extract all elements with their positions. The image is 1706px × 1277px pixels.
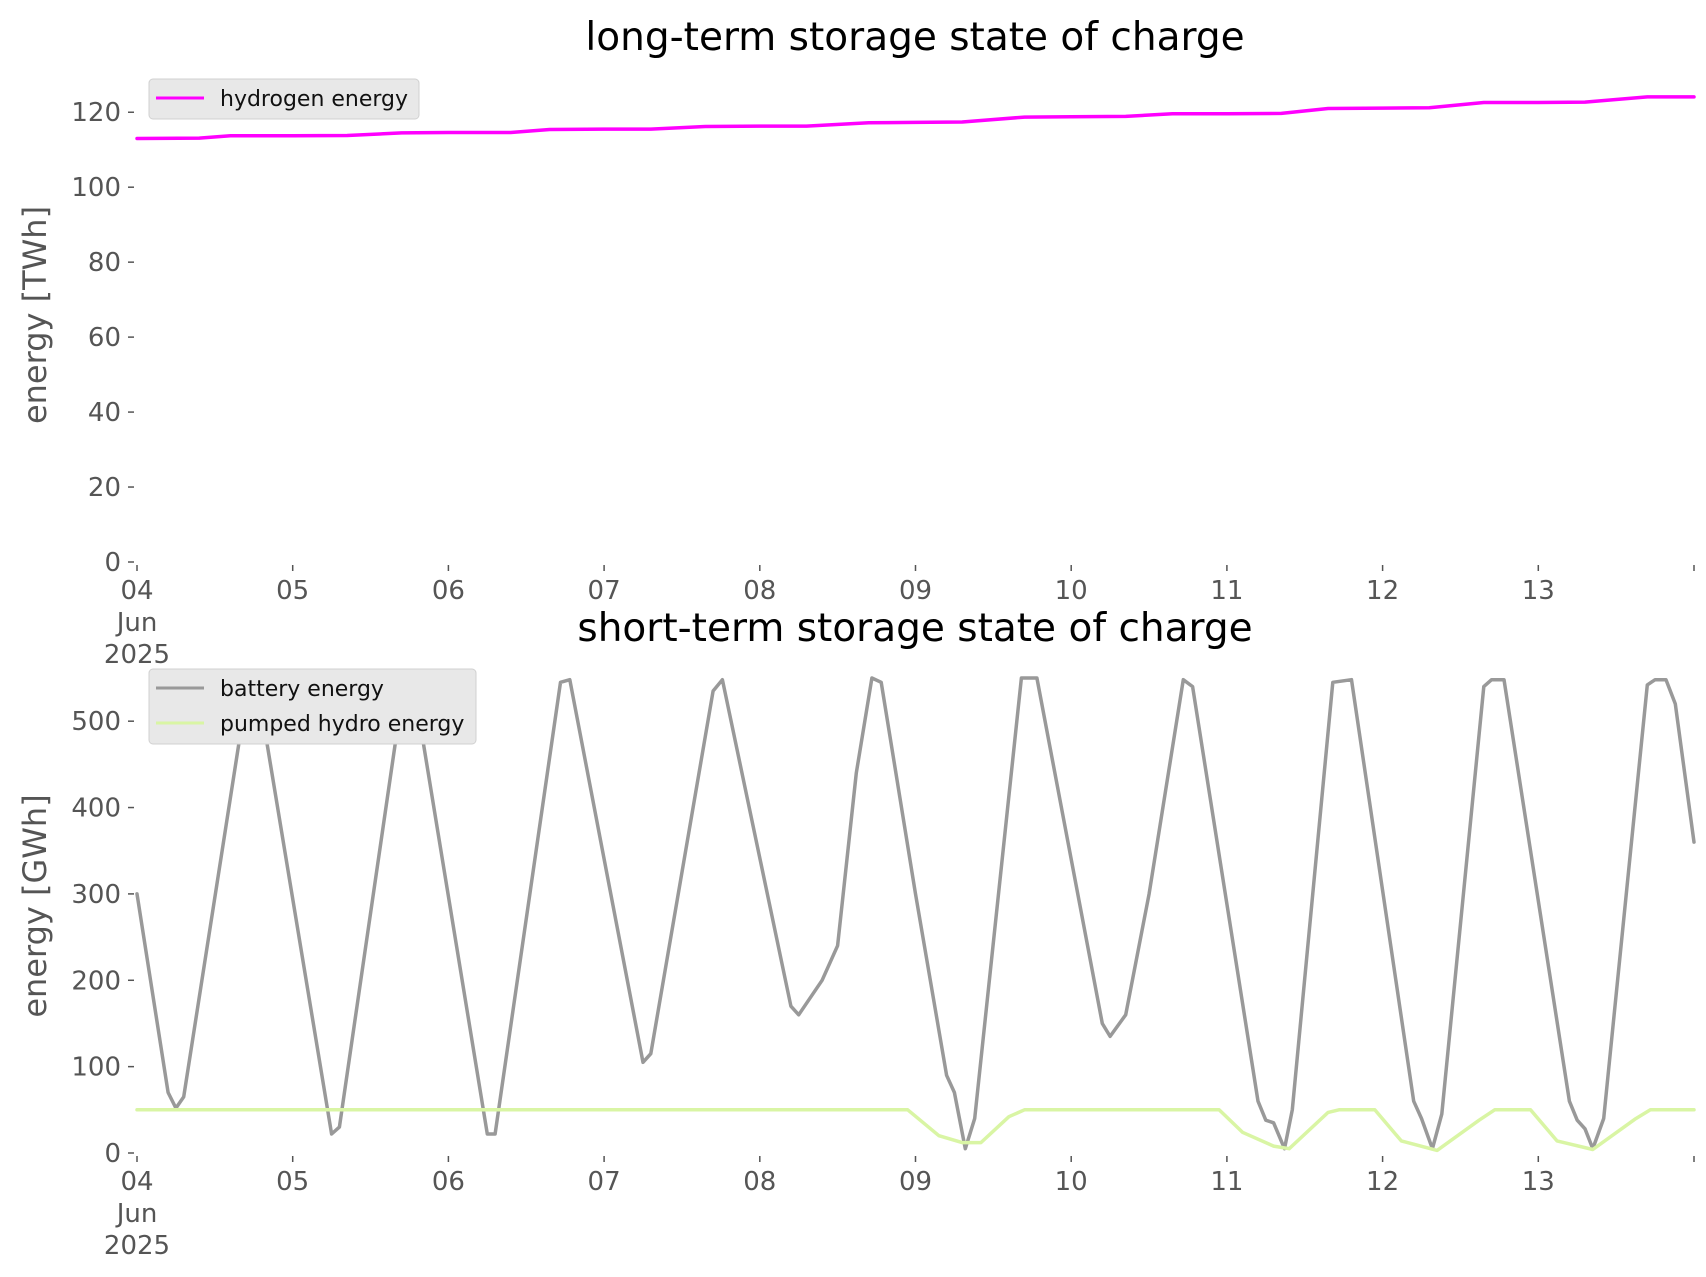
x-tick-label: 10 <box>1055 1167 1088 1197</box>
series-lines <box>135 676 1696 1153</box>
x-tick-label: 05 <box>276 1167 309 1197</box>
legend: battery energy pumped hydro energy <box>148 668 477 745</box>
x-tick-label: 06 <box>432 1167 465 1197</box>
x-tick-label: 13 <box>1522 576 1555 606</box>
y-tick-label: 400 <box>71 794 121 824</box>
series-line-hydrogen-energy <box>135 95 1696 141</box>
x-tick-label: 12 <box>1366 576 1399 606</box>
x-tick-label: 07 <box>588 576 621 606</box>
x-tick-label: 06 <box>432 576 465 606</box>
x-tick-label: 12 <box>1366 1167 1399 1197</box>
x-tick-label: 08 <box>743 1167 776 1197</box>
y-axis-label: energy [TWh] <box>16 206 54 424</box>
long-term-storage-chart: long-term storage state of charge energy… <box>16 15 1696 670</box>
series-line-pumped-hydro-energy <box>135 1108 1696 1153</box>
chart-title: long-term storage state of charge <box>585 15 1244 60</box>
legend-label-hydrogen: hydrogen energy <box>220 87 408 112</box>
series-line-battery-energy <box>135 676 1696 1151</box>
y-tick-label: 20 <box>88 473 121 503</box>
y-tick-label: 300 <box>71 880 121 910</box>
y-axis-label: energy [GWh] <box>16 794 54 1017</box>
series-lines <box>135 95 1696 141</box>
y-tick-label: 0 <box>104 1139 121 1169</box>
y-ticks: 0 20 40 60 80 100 120 <box>71 98 134 578</box>
chart-title: short-term storage state of charge <box>577 606 1252 651</box>
x-tick-label: 08 <box>743 576 776 606</box>
x-tick-label: 11 <box>1210 1167 1243 1197</box>
legend-box <box>148 668 477 745</box>
x-tick-label: 13 <box>1522 1167 1555 1197</box>
x-tick-label: 09 <box>899 1167 932 1197</box>
y-tick-label: 40 <box>88 398 121 428</box>
y-tick-label: 120 <box>71 98 121 128</box>
legend-label-battery: battery energy <box>220 677 384 702</box>
x-tick-label: 04 Jun 2025 <box>104 1167 170 1261</box>
y-tick-label: 500 <box>71 707 121 737</box>
x-tick-label: 09 <box>899 576 932 606</box>
y-tick-label: 100 <box>71 173 121 203</box>
x-ticks: 04 Jun 2025 05 06 07 08 09 10 11 12 13 <box>104 565 1695 670</box>
x-ticks: 04 Jun 2025 05 06 07 08 09 10 11 12 13 <box>104 1156 1695 1261</box>
short-term-storage-chart: short-term storage state of charge energ… <box>16 606 1696 1261</box>
legend: hydrogen energy <box>148 78 420 120</box>
y-tick-label: 100 <box>71 1053 121 1083</box>
x-tick-label: 11 <box>1210 576 1243 606</box>
y-tick-label: 60 <box>88 323 121 353</box>
y-tick-label: 0 <box>104 548 121 578</box>
x-tick-label: 04 Jun 2025 <box>104 576 170 670</box>
legend-box <box>148 78 420 120</box>
y-ticks: 0 100 200 300 400 500 <box>71 707 134 1169</box>
y-tick-label: 80 <box>88 248 121 278</box>
legend-label-pumped-hydro: pumped hydro energy <box>220 712 464 737</box>
x-tick-label: 07 <box>588 1167 621 1197</box>
x-tick-label: 10 <box>1055 576 1088 606</box>
x-tick-label: 05 <box>276 576 309 606</box>
y-tick-label: 200 <box>71 966 121 996</box>
